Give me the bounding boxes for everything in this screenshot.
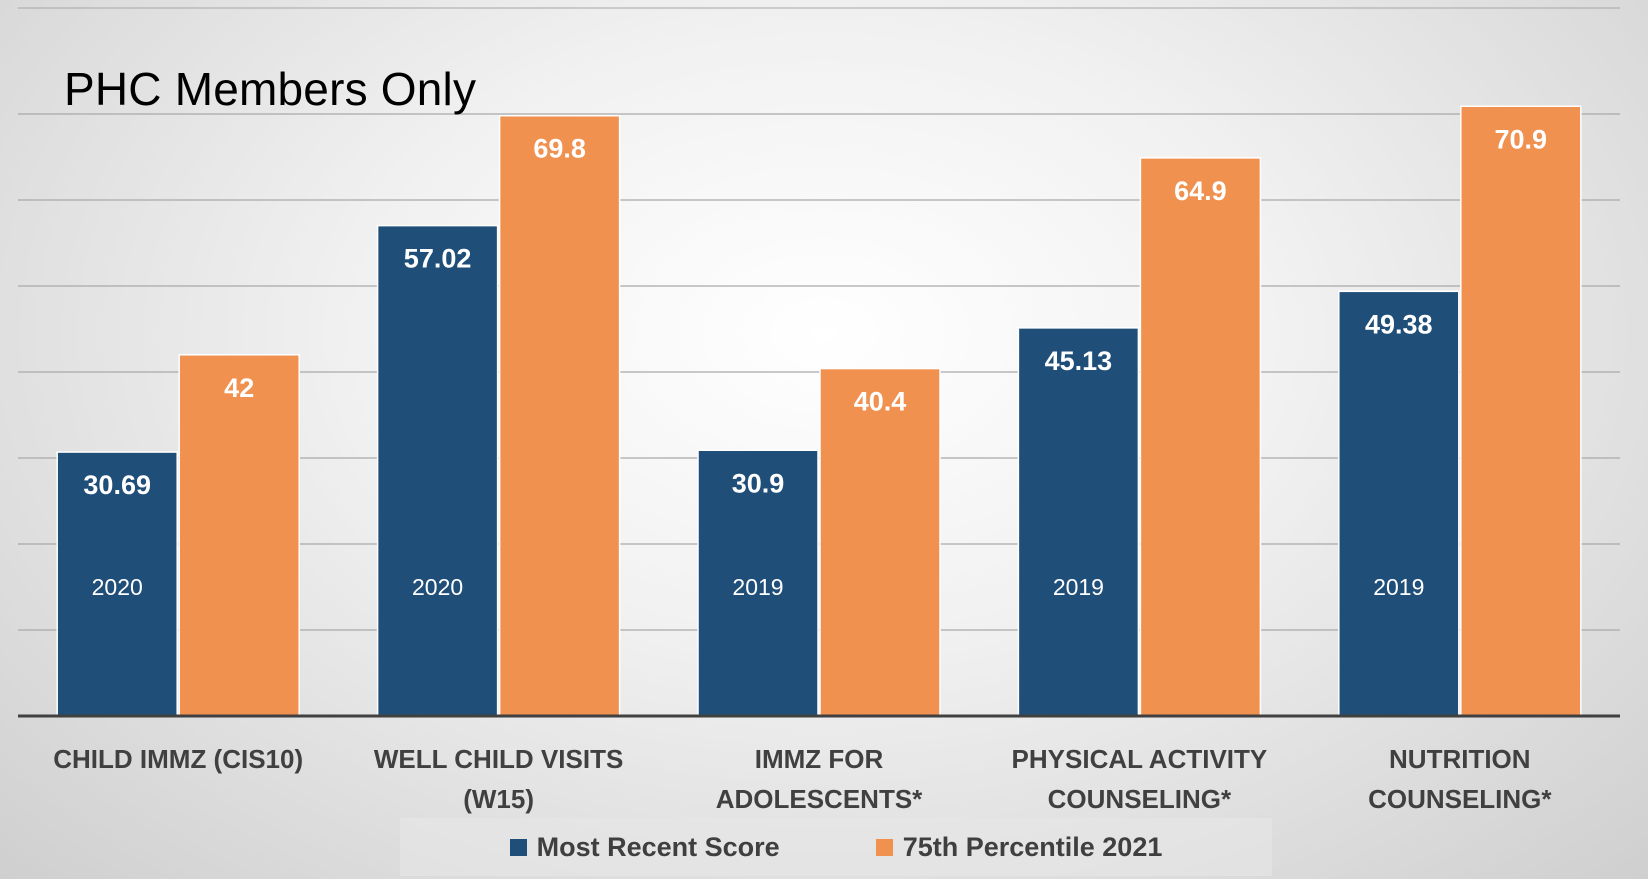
category-label: WELL CHILD VISITS [374,744,623,774]
category-label: IMMZ FOR [755,744,884,774]
category-label: CHILD IMMZ (CIS10) [53,744,303,774]
legend-label-most-recent: Most Recent Score [536,831,780,862]
legend-item-75th-percentile: 75th Percentile 2021 [875,831,1163,863]
bar-75th-percentile [1460,105,1582,717]
bar-75th-percentile [1139,157,1262,717]
data-label-75th-percentile: 64.9 [1174,176,1227,206]
bar-75th-percentile [498,114,621,717]
legend-item-most-recent: Most Recent Score [509,831,780,863]
year-label: 2020 [412,574,463,600]
legend-swatch-most-recent [509,838,527,856]
year-label: 2019 [1053,574,1104,600]
category-label: ADOLESCENTS* [716,784,923,814]
year-label: 2019 [732,574,783,600]
category-label: (W15) [463,784,534,814]
bar-most-recent [376,224,499,717]
bar-75th-percentile [178,354,300,717]
data-label-most-recent: 57.02 [404,244,472,274]
year-label: 2019 [1373,574,1424,600]
category-label: NUTRITION [1389,744,1531,774]
data-label-75th-percentile: 70.9 [1495,124,1548,154]
legend-label-75th-percentile: 75th Percentile 2021 [902,831,1163,862]
bar-most-recent [1338,290,1460,717]
category-label: COUNSELING* [1368,784,1552,814]
bar-most-recent [697,449,819,717]
category-label: COUNSELING* [1048,784,1232,814]
data-label-most-recent: 30.69 [83,470,151,500]
chart-title: PHC Members Only [64,63,477,115]
legend-swatch-75th-percentile [875,838,893,856]
bar-most-recent [1017,327,1140,717]
year-label: 2020 [92,574,143,600]
data-label-75th-percentile: 42 [224,373,254,403]
data-label-most-recent: 30.9 [732,468,785,498]
data-label-75th-percentile: 69.8 [533,134,586,164]
data-label-75th-percentile: 40.4 [854,387,907,417]
category-label: PHYSICAL ACTIVITY [1012,744,1268,774]
data-label-most-recent: 49.38 [1365,309,1433,339]
legend: Most Recent Score 75th Percentile 2021 [400,818,1272,876]
bar-most-recent [56,451,178,717]
data-label-most-recent: 45.13 [1045,346,1113,376]
bar-75th-percentile [819,367,941,717]
